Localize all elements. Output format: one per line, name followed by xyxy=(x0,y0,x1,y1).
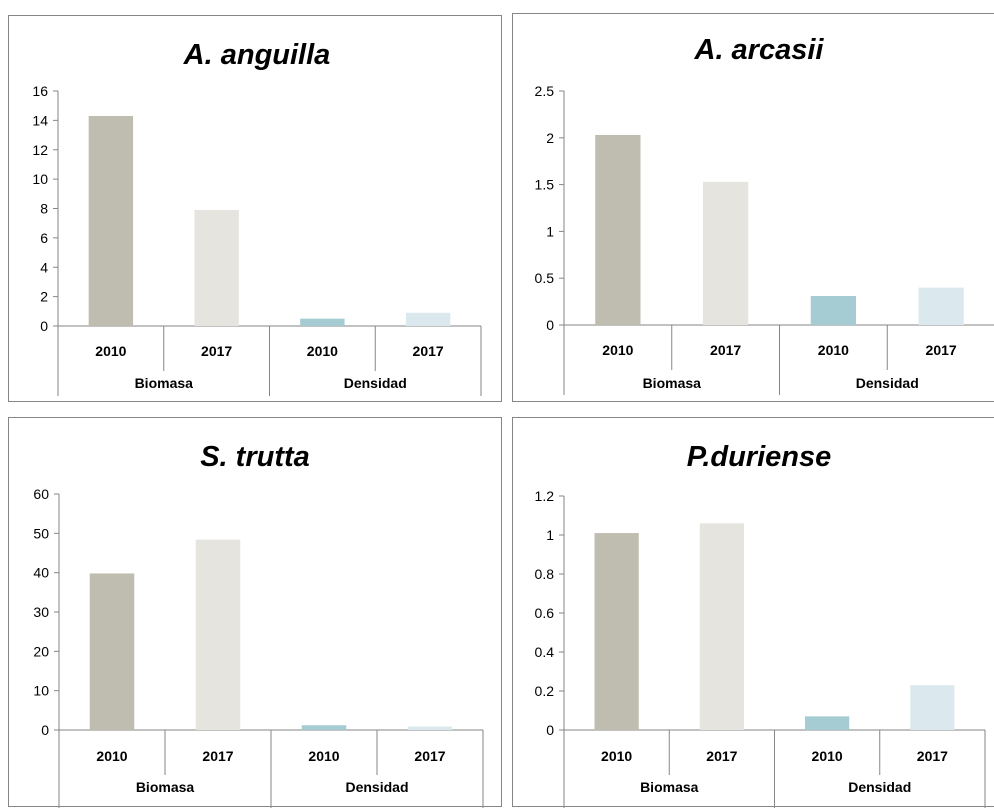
x-group-label: Biomasa xyxy=(135,375,194,391)
chart-panel-s-trutta: S. trutta 0 10 20 30 40 50 60 2010 2017 Biomasa 201… xyxy=(8,417,502,808)
x-category-label: 2017 xyxy=(202,748,233,764)
x-category-label: 2017 xyxy=(706,748,737,764)
x-group-label: Densidad xyxy=(344,375,407,391)
y-tick-label: 1 xyxy=(546,527,554,543)
chart-a-anguilla: A. anguilla 0 2 4 6 8 10 12 14 16 2010 2017 Biomasa 2… xyxy=(32,39,482,396)
x-group-label: Biomasa xyxy=(136,779,195,795)
bar-p-duriense-1 xyxy=(594,533,639,730)
chart-p-duriense: P.duriense 0 0.2 0.4 0.6 0.8 1 1.2 2010 2017 Bioma… xyxy=(535,441,986,808)
y-tick-label: 0 xyxy=(40,318,48,334)
bar-a-anguilla-2 xyxy=(194,209,239,326)
x-group-label: Densidad xyxy=(345,779,408,795)
bar-a-anguilla-4 xyxy=(405,312,451,326)
x-group-label: Biomasa xyxy=(640,779,699,795)
y-tick-label: 0.5 xyxy=(535,270,555,286)
y-tick-label: 0 xyxy=(546,722,554,738)
bar-p-duriense-3 xyxy=(805,716,850,730)
x-category-label: 2017 xyxy=(413,343,444,359)
y-tick-label: 12 xyxy=(32,142,48,158)
y-tick-label: 0.2 xyxy=(535,683,555,699)
y-tick-label: 10 xyxy=(33,683,49,699)
bar-s-trutta-3 xyxy=(301,725,347,730)
x-category-label: 2017 xyxy=(201,343,232,359)
chart-title: A. arcasii xyxy=(694,34,825,66)
bar-a-arcasii-3 xyxy=(810,295,857,325)
x-category-label: 2010 xyxy=(308,748,339,764)
chart-panel-a-anguilla: A. anguilla 0 2 4 6 8 10 12 14 16 2010 2017 Biomasa 2… xyxy=(8,15,502,402)
chart-panel-p-duriense: P.duriense 0 0.2 0.4 0.6 0.8 1 1.2 2010 2017 Bioma… xyxy=(512,417,994,808)
x-category-label: 2017 xyxy=(414,748,445,764)
y-tick-label: 2 xyxy=(546,130,554,146)
bar-a-arcasii-2 xyxy=(702,181,749,325)
y-tick-label: 16 xyxy=(32,83,48,99)
bar-s-trutta-4 xyxy=(407,726,453,730)
y-tick-label: 0.8 xyxy=(535,566,555,582)
chart-s-trutta: S. trutta 0 10 20 30 40 50 60 2010 2017 Biomasa 201… xyxy=(33,441,484,808)
y-tick-label: 6 xyxy=(40,230,48,246)
bar-a-arcasii-4 xyxy=(918,287,964,325)
x-category-label: 2010 xyxy=(96,748,127,764)
x-category-label: 2010 xyxy=(307,343,338,359)
chart-title: S. trutta xyxy=(200,441,310,473)
y-tick-label: 1.5 xyxy=(535,177,555,193)
y-tick-label: 4 xyxy=(40,259,48,275)
bar-p-duriense-2 xyxy=(699,523,744,730)
y-tick-label: 40 xyxy=(33,565,49,581)
chart-a-arcasii: A. arcasii 0 0.5 1 1.5 2 2.5 2010 2017 Biomasa 201… xyxy=(535,34,994,395)
bar-s-trutta-2 xyxy=(195,539,241,730)
bar-a-arcasii-1 xyxy=(595,134,641,325)
y-tick-label: 8 xyxy=(40,201,48,217)
bar-a-anguilla-3 xyxy=(300,318,345,326)
bar-p-duriense-4 xyxy=(910,685,955,730)
y-tick-label: 50 xyxy=(33,525,49,541)
y-tick-label: 60 xyxy=(33,486,49,502)
x-category-label: 2010 xyxy=(818,342,849,358)
chart-title: A. anguilla xyxy=(183,39,331,71)
x-category-label: 2010 xyxy=(602,342,633,358)
y-tick-label: 2 xyxy=(40,289,48,305)
y-tick-label: 2.5 xyxy=(535,83,555,99)
y-tick-label: 0.6 xyxy=(535,605,555,621)
x-group-label: Densidad xyxy=(856,375,919,391)
x-category-label: 2010 xyxy=(601,748,632,764)
y-tick-label: 0 xyxy=(41,722,49,738)
x-group-label: Densidad xyxy=(848,779,911,795)
x-category-label: 2010 xyxy=(812,748,843,764)
bar-s-trutta-1 xyxy=(89,573,135,730)
y-tick-label: 10 xyxy=(32,171,48,187)
x-group-label: Biomasa xyxy=(643,375,702,391)
y-tick-label: 0.4 xyxy=(535,644,555,660)
x-category-label: 2017 xyxy=(710,342,741,358)
chart-panel-a-arcasii: A. arcasii 0 0.5 1 1.5 2 2.5 2010 2017 Biomasa 201… xyxy=(512,13,994,402)
y-tick-label: 1.2 xyxy=(535,488,555,504)
x-category-label: 2017 xyxy=(917,748,948,764)
y-tick-label: 14 xyxy=(32,112,48,128)
x-category-label: 2017 xyxy=(926,342,957,358)
bar-a-anguilla-1 xyxy=(88,115,134,326)
y-tick-label: 1 xyxy=(546,223,554,239)
x-category-label: 2010 xyxy=(95,343,126,359)
y-tick-label: 30 xyxy=(33,604,49,620)
y-tick-label: 0 xyxy=(546,317,554,333)
y-tick-label: 20 xyxy=(33,643,49,659)
chart-title: P.duriense xyxy=(687,441,832,473)
